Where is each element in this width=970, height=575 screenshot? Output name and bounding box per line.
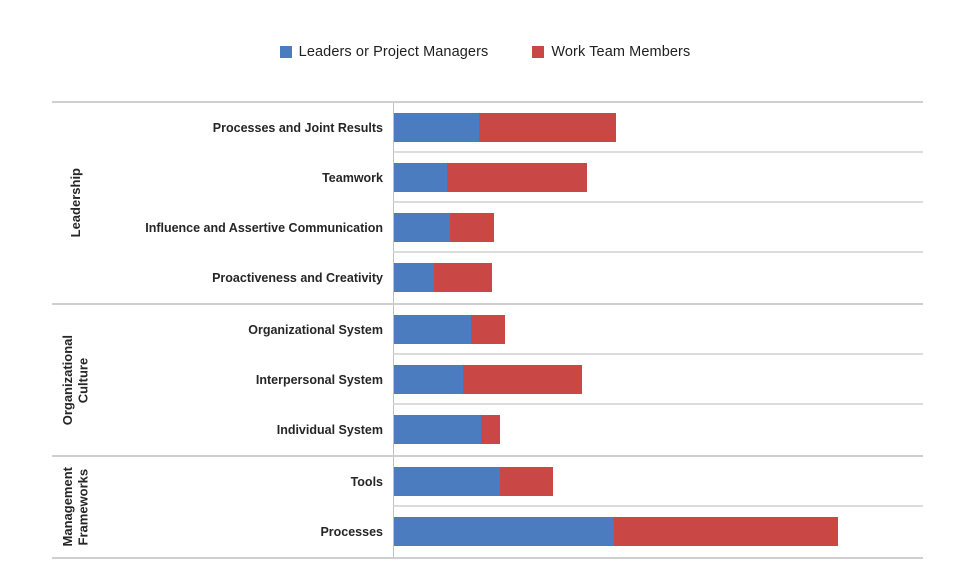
plot-cell <box>393 203 923 253</box>
bar-stack <box>394 213 923 242</box>
category-label: Proactiveness and Creativity <box>212 271 383 285</box>
plot-cell <box>393 253 923 303</box>
bar-segment-leaders <box>394 415 482 444</box>
bar-segment-members <box>470 315 506 344</box>
plot-cell <box>393 153 923 203</box>
category-label: Processes <box>320 525 383 539</box>
bar-segment-leaders <box>394 163 447 192</box>
category-group: Leadership Processes and Joint Results Tea… <box>52 101 923 303</box>
chart-row: Tools <box>100 457 923 507</box>
bar-stack <box>394 467 923 496</box>
legend-label-members: Work Team Members <box>551 44 691 60</box>
bar-segment-leaders <box>394 213 450 242</box>
category-label: Organizational System <box>248 323 383 337</box>
bar-segment-members <box>499 467 553 496</box>
chart-groups: Leadership Processes and Joint Results Tea… <box>52 101 923 559</box>
bar-stack <box>394 365 923 394</box>
bar-segment-members <box>433 263 492 292</box>
legend-label-leaders: Leaders or Project Managers <box>298 44 489 60</box>
legend-item-leaders: Leaders or Project Managers <box>279 44 489 60</box>
group-label-text: Organizational Culture <box>60 334 91 426</box>
legend-swatch-members-icon <box>532 46 545 58</box>
bar-segment-leaders <box>394 263 434 292</box>
bar-segment-members <box>462 365 582 394</box>
chart-row: Interpersonal System <box>100 355 923 405</box>
chart-row: Processes and Joint Results <box>100 103 923 153</box>
chart-row: Teamwork <box>100 153 923 203</box>
plot-cell <box>393 405 923 455</box>
bar-segment-members <box>478 113 617 142</box>
category-label: Tools <box>350 475 383 489</box>
bar-segment-leaders <box>394 113 479 142</box>
plot-cell <box>393 457 923 507</box>
bar-segment-members <box>446 163 588 192</box>
bar-segment-members <box>613 517 839 546</box>
bar-segment-leaders <box>394 315 471 344</box>
bar-stack <box>394 163 923 192</box>
legend-item-members: Work Team Members <box>532 44 690 60</box>
bar-stack <box>394 517 923 546</box>
category-group: Organizational Culture Organizational Sys… <box>52 303 923 455</box>
plot-cell <box>393 103 923 153</box>
group-label: Organizational Culture <box>52 305 100 455</box>
category-label: Individual System <box>276 423 383 437</box>
group-label-text: Management Frameworks <box>60 467 91 547</box>
bar-stack <box>394 415 923 444</box>
chart-row: Organizational System <box>100 305 923 355</box>
bar-stack <box>394 263 923 292</box>
chart-row: Processes <box>100 507 923 557</box>
category-label: Influence and Assertive Communication <box>145 221 383 235</box>
bar-segment-members <box>481 415 500 444</box>
category-label: Teamwork <box>322 171 383 185</box>
plot-cell <box>393 507 923 557</box>
category-label: Processes and Joint Results <box>212 121 383 135</box>
bar-segment-leaders <box>394 467 500 496</box>
category-label: Interpersonal System <box>255 373 383 387</box>
chart-area: Leadership Processes and Joint Results Tea… <box>52 101 923 559</box>
legend: Leaders or Project Managers Work Team Me… <box>0 44 970 60</box>
bar-segment-leaders <box>394 365 463 394</box>
plot-cell <box>393 305 923 355</box>
chart-row: Individual System <box>100 405 923 455</box>
bar-segment-leaders <box>394 517 614 546</box>
category-group: Management Frameworks Tools Processes <box>52 455 923 559</box>
bar-segment-members <box>449 213 495 242</box>
chart-row: Influence and Assertive Communication <box>100 203 923 253</box>
group-label: Management Frameworks <box>52 457 100 557</box>
group-label-text: Leadership <box>68 168 84 238</box>
bar-stack <box>394 315 923 344</box>
chart-row: Proactiveness and Creativity <box>100 253 923 303</box>
legend-swatch-leaders-icon <box>279 46 292 58</box>
bar-stack <box>394 113 923 142</box>
group-label: Leadership <box>52 103 100 303</box>
plot-cell <box>393 355 923 405</box>
